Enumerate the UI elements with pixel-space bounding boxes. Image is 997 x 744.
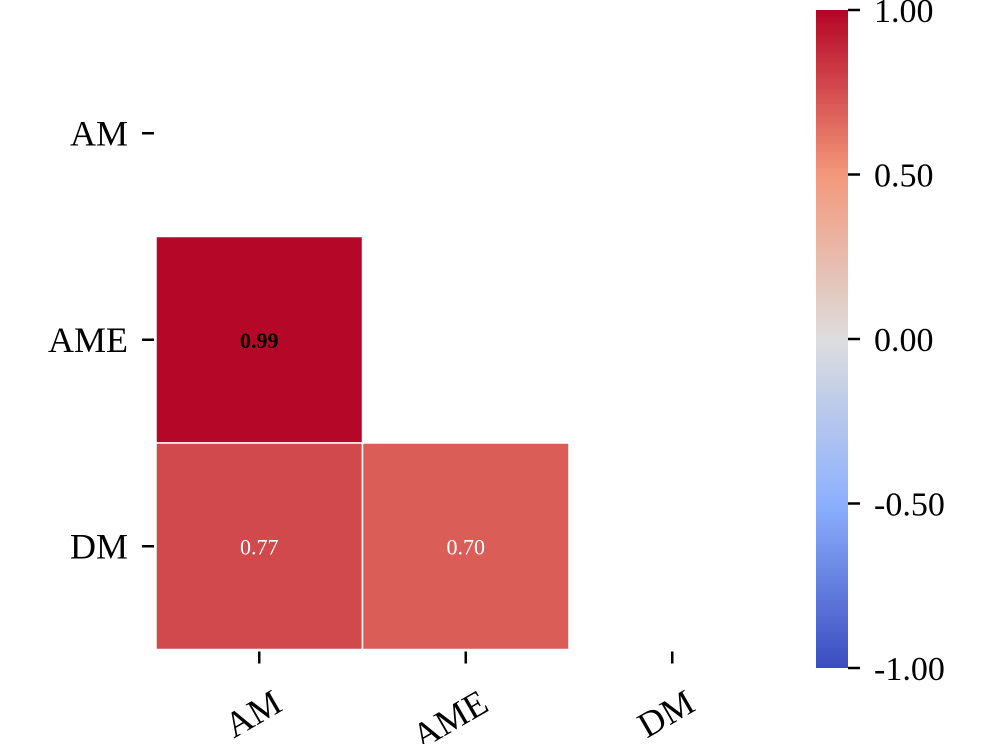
x-axis: AM AME DM bbox=[218, 651, 701, 744]
heatmap-cells: 0.99 0.77 0.70 bbox=[155, 235, 570, 651]
heatmap-cell-ame-am bbox=[155, 235, 364, 444]
x-tick-label-dm: DM bbox=[631, 682, 701, 744]
colorbar-tick-label: -0.50 bbox=[874, 487, 945, 524]
cell-value-label: 0.70 bbox=[447, 534, 486, 559]
heatmap-cell-dm-am bbox=[155, 442, 364, 651]
x-tick-label-am: AM bbox=[218, 682, 288, 744]
colorbar: 1.00 0.50 0.00 -0.50 -1.00 bbox=[816, 0, 945, 688]
y-tick-label-am: AM bbox=[70, 113, 128, 153]
colorbar-tick-label: 0.50 bbox=[874, 158, 934, 195]
colorbar-tick-label: 0.00 bbox=[874, 322, 934, 359]
cell-value-label: 0.77 bbox=[240, 534, 279, 559]
colorbar-gradient bbox=[816, 10, 848, 668]
y-axis: AM AME DM bbox=[48, 113, 154, 566]
y-tick-label-ame: AME bbox=[48, 320, 128, 360]
colorbar-tick-label: 1.00 bbox=[874, 0, 934, 30]
y-tick-label-dm: DM bbox=[70, 526, 128, 566]
x-tick-label-ame: AME bbox=[405, 682, 494, 744]
heatmap-cell-dm-ame bbox=[361, 442, 570, 651]
colorbar-tick-label: -1.00 bbox=[874, 651, 945, 688]
cell-value-label: 0.99 bbox=[240, 328, 279, 353]
